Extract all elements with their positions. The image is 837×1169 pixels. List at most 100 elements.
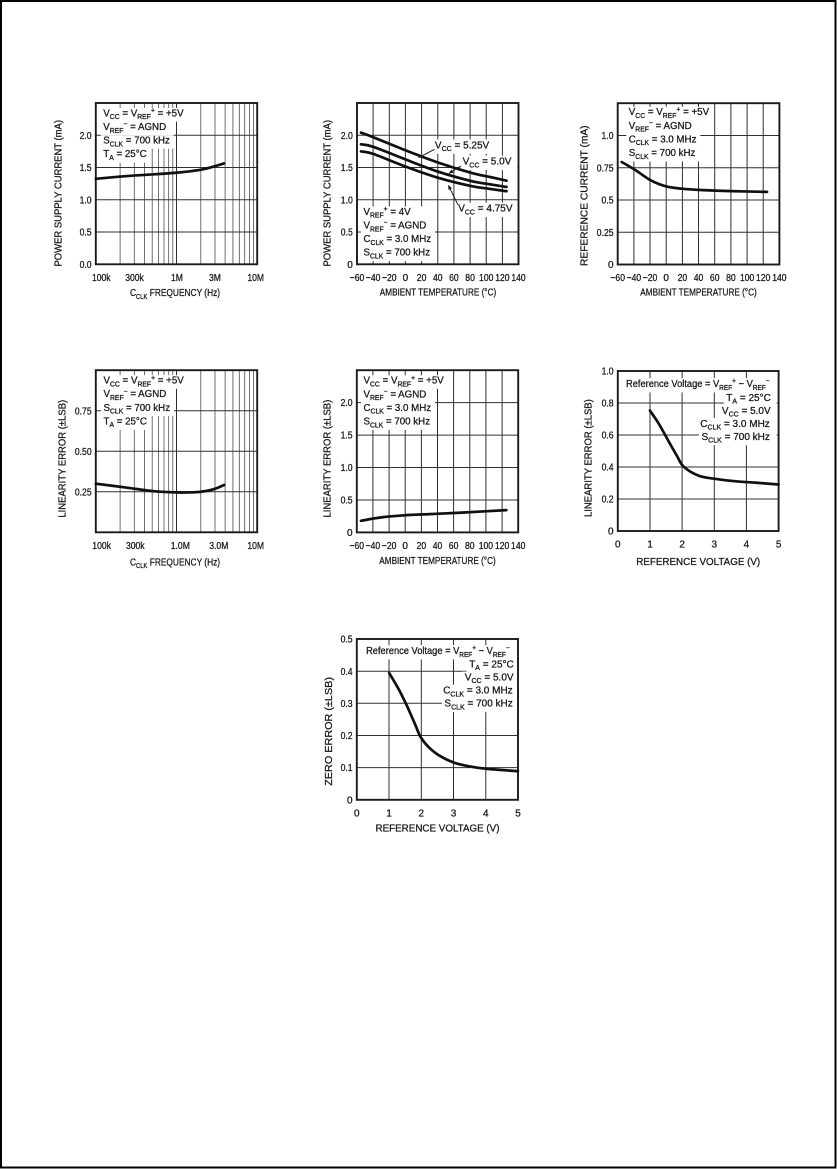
svg-text:0: 0 (403, 273, 409, 284)
svg-text:0: 0 (608, 260, 614, 271)
svg-text:0.75: 0.75 (597, 163, 614, 174)
svg-text:3M: 3M (209, 273, 221, 284)
svg-text:80: 80 (465, 541, 475, 552)
svg-text:1.0: 1.0 (602, 367, 614, 378)
svg-text:1.5: 1.5 (341, 431, 353, 442)
svg-text:VREF​−​ = AGND: VREF​−​ = AGND (103, 121, 166, 135)
svg-text:20: 20 (417, 273, 427, 284)
svg-text:5: 5 (776, 540, 782, 551)
svg-text:80: 80 (726, 273, 736, 284)
svg-text:0: 0 (354, 808, 360, 819)
svg-text:−20: −20 (643, 273, 658, 284)
svg-text:10M: 10M (247, 273, 264, 284)
svg-text:REFERENCE VOLTAGE (V): REFERENCE VOLTAGE (V) (376, 824, 500, 835)
svg-text:POWER SUPPLY CURRENT (mA): POWER SUPPLY CURRENT (mA) (54, 120, 65, 267)
svg-text:10M: 10M (247, 541, 264, 552)
svg-text:VREF​−​ = AGND: VREF​−​ = AGND (364, 220, 427, 234)
svg-text:AMBIENT TEMPERATURE (°C): AMBIENT TEMPERATURE (°C) (379, 556, 495, 567)
svg-text:LINEARITY ERROR (±LSB): LINEARITY ERROR (±LSB) (584, 399, 595, 517)
svg-text:CCLK​ = 3.0 MHz: CCLK​ = 3.0 MHz (364, 403, 432, 416)
svg-text:0.6: 0.6 (602, 431, 614, 442)
svg-text:LINEARITY ERROR (±LSB): LINEARITY ERROR (±LSB) (323, 400, 334, 518)
svg-text:5: 5 (515, 808, 521, 819)
svg-text:0.75: 0.75 (75, 406, 92, 417)
svg-text:4: 4 (483, 808, 489, 819)
svg-text:60: 60 (710, 273, 720, 284)
svg-text:TA​ = 25°C: TA​ = 25°C (469, 659, 514, 672)
svg-text:VREF​−​ = AGND: VREF​−​ = AGND (104, 388, 167, 402)
svg-text:20: 20 (678, 273, 688, 284)
svg-text:40: 40 (433, 541, 443, 552)
svg-text:SCLK​ = 700 kHz: SCLK​ = 700 kHz (364, 248, 431, 261)
svg-text:SCLK​ = 700 kHz: SCLK​ = 700 kHz (103, 135, 170, 148)
svg-text:100: 100 (479, 273, 494, 284)
svg-text:VCC​ = VREF​+​ = +5V: VCC​ = VREF​+​ = +5V (104, 375, 185, 389)
svg-text:20: 20 (417, 541, 427, 552)
svg-text:VCC​ = 5.25V: VCC​ = 5.25V (435, 140, 490, 153)
svg-text:120: 120 (495, 273, 510, 284)
svg-text:60: 60 (449, 541, 459, 552)
svg-text:VREF​−​ = AGND: VREF​−​ = AGND (629, 120, 692, 134)
svg-text:40: 40 (433, 273, 443, 284)
svg-text:0.5: 0.5 (341, 496, 353, 507)
svg-text:0.2: 0.2 (602, 495, 614, 506)
svg-text:0.1: 0.1 (341, 763, 353, 774)
svg-text:300k: 300k (126, 541, 145, 552)
svg-text:AMBIENT TEMPERATURE (°C): AMBIENT TEMPERATURE (°C) (640, 287, 756, 298)
svg-text:0.8: 0.8 (602, 399, 614, 410)
svg-text:2.0: 2.0 (80, 131, 92, 142)
svg-text:1.5: 1.5 (341, 163, 353, 174)
svg-text:VCC​ = VREF​+​ = +5V: VCC​ = VREF​+​ = +5V (103, 108, 184, 122)
svg-text:2.0: 2.0 (341, 131, 353, 142)
svg-text:300k: 300k (125, 273, 144, 284)
svg-text:1: 1 (647, 540, 653, 551)
svg-text:0.5: 0.5 (341, 635, 353, 646)
svg-text:1.5: 1.5 (80, 163, 92, 174)
svg-text:Reference Voltage = VREF​+​ −: Reference Voltage = VREF​+​ − VREF​−​ (626, 378, 770, 392)
svg-text:0.25: 0.25 (75, 487, 92, 498)
svg-text:1.0: 1.0 (341, 195, 353, 206)
svg-text:−40: −40 (366, 273, 381, 284)
svg-text:140: 140 (772, 273, 787, 284)
svg-text:3: 3 (712, 540, 718, 551)
svg-text:0.25: 0.25 (597, 228, 614, 239)
svg-text:2: 2 (679, 540, 685, 551)
svg-text:2: 2 (419, 808, 425, 819)
svg-text:SCLK​ = 700 kHz: SCLK​ = 700 kHz (104, 403, 171, 416)
svg-text:0: 0 (347, 260, 353, 271)
svg-text:0: 0 (347, 795, 353, 806)
svg-text:2.0: 2.0 (341, 398, 353, 409)
svg-text:40: 40 (694, 273, 704, 284)
svg-text:3: 3 (451, 808, 457, 819)
svg-text:TA​ = 25°C: TA​ = 25°C (103, 149, 146, 162)
svg-text:0.50: 0.50 (75, 447, 92, 458)
svg-text:0.4: 0.4 (602, 463, 614, 474)
svg-text:VREF​+​ = 4V: VREF​+​ = 4V (364, 206, 412, 220)
svg-text:TA​ = 25°C: TA​ = 25°C (726, 393, 771, 406)
svg-text:1.0: 1.0 (602, 131, 614, 142)
svg-text:0.0: 0.0 (80, 260, 92, 271)
svg-text:1.0: 1.0 (341, 463, 353, 474)
svg-text:1.0: 1.0 (80, 195, 92, 206)
svg-text:0.5: 0.5 (602, 196, 614, 207)
svg-text:REFERENCE VOLTAGE (V): REFERENCE VOLTAGE (V) (636, 557, 760, 568)
svg-text:−60: −60 (610, 273, 625, 284)
svg-text:VCC​ = 5.0V: VCC​ = 5.0V (465, 672, 514, 685)
svg-text:0: 0 (608, 527, 614, 538)
svg-text:0: 0 (402, 541, 408, 552)
svg-text:SCLK​ = 700 kHz: SCLK​ = 700 kHz (444, 699, 512, 712)
svg-text:1: 1 (386, 808, 392, 819)
svg-text:1M: 1M (171, 273, 183, 284)
svg-text:−40: −40 (627, 273, 642, 284)
svg-text:SCLK​ = 700 kHz: SCLK​ = 700 kHz (629, 148, 696, 161)
svg-text:VCC​ = 5.0V: VCC​ = 5.0V (722, 406, 771, 419)
svg-text:VCC​ = VREF​+​ = +5V: VCC​ = VREF​+​ = +5V (629, 106, 710, 120)
svg-text:SCLK​ = 700 kHz: SCLK​ = 700 kHz (702, 432, 770, 445)
svg-text:140: 140 (511, 541, 526, 552)
svg-text:0.3: 0.3 (341, 699, 353, 710)
svg-text:0: 0 (663, 273, 669, 284)
svg-text:VCC​ = 5.0V: VCC​ = 5.0V (463, 157, 512, 170)
svg-text:100: 100 (740, 273, 755, 284)
svg-text:100k: 100k (92, 541, 111, 552)
svg-text:−20: −20 (382, 273, 397, 284)
